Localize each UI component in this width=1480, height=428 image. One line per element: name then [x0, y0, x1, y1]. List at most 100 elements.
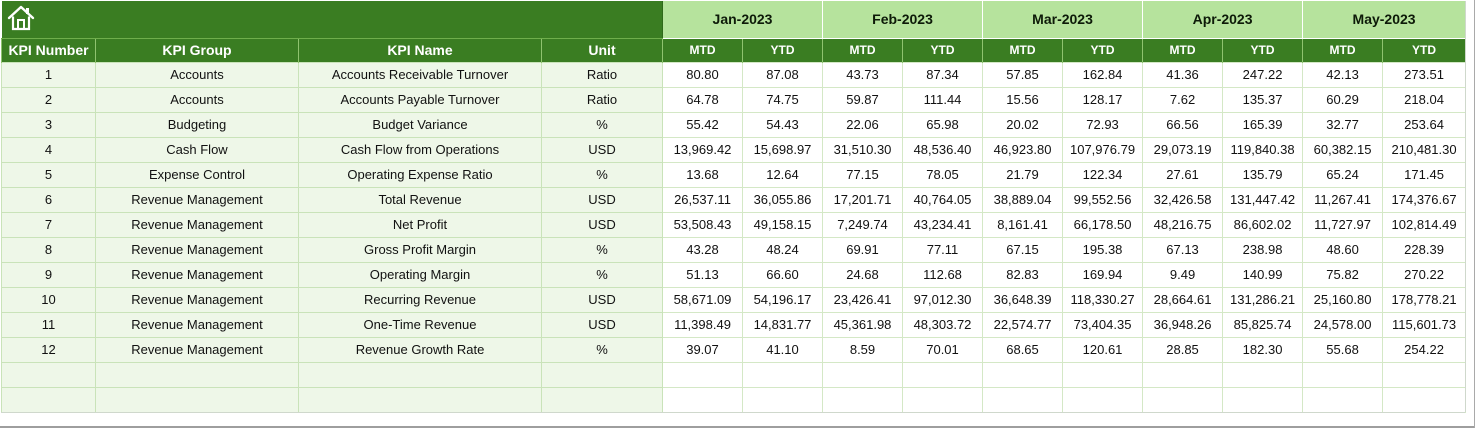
cell-mtd-value[interactable]: 20.02: [982, 111, 1064, 138]
cell-mtd-value[interactable]: 27.61: [1142, 161, 1224, 188]
cell-ytd-value[interactable]: 15,698.97: [742, 136, 823, 163]
cell-kpi-name[interactable]: Budget Variance: [298, 111, 542, 138]
cell-ytd-value[interactable]: 41.10: [742, 336, 823, 363]
cell-mtd-value[interactable]: 29,073.19: [1142, 136, 1224, 163]
cell-ytd-value[interactable]: 12.64: [742, 161, 823, 188]
cell-ytd-value[interactable]: 72.93: [1062, 111, 1144, 138]
cell-mtd-value[interactable]: 46,923.80: [982, 136, 1064, 163]
cell-unit[interactable]: USD: [541, 311, 663, 338]
cell-mtd-value[interactable]: 8.59: [822, 336, 903, 363]
cell-ytd-value[interactable]: 73,404.35: [1062, 311, 1144, 338]
cell-mtd-value[interactable]: 28.85: [1142, 336, 1224, 363]
cell-kpi-number[interactable]: 4: [1, 136, 96, 163]
empty-cell[interactable]: [541, 361, 663, 388]
cell-kpi-group[interactable]: Cash Flow: [95, 136, 299, 163]
empty-cell[interactable]: [1062, 386, 1144, 413]
cell-mtd-value[interactable]: 17,201.71: [822, 186, 903, 213]
cell-unit[interactable]: USD: [541, 136, 663, 163]
cell-kpi-group[interactable]: Revenue Management: [95, 286, 299, 313]
cell-mtd-value[interactable]: 48,216.75: [1142, 211, 1224, 238]
cell-ytd-value[interactable]: 162.84: [1062, 61, 1144, 88]
cell-kpi-name[interactable]: Cash Flow from Operations: [298, 136, 542, 163]
cell-kpi-group[interactable]: Revenue Management: [95, 186, 299, 213]
cell-mtd-value[interactable]: 65.24: [1302, 161, 1384, 188]
cell-mtd-value[interactable]: 60,382.15: [1302, 136, 1384, 163]
cell-kpi-name[interactable]: Operating Margin: [298, 261, 542, 288]
cell-mtd-value[interactable]: 64.78: [662, 86, 743, 113]
empty-cell[interactable]: [1222, 361, 1304, 388]
empty-cell[interactable]: [1302, 361, 1384, 388]
cell-mtd-value[interactable]: 11,267.41: [1302, 186, 1384, 213]
cell-mtd-value[interactable]: 8,161.41: [982, 211, 1064, 238]
cell-ytd-value[interactable]: 135.37: [1222, 86, 1304, 113]
cell-mtd-value[interactable]: 48.60: [1302, 236, 1384, 263]
empty-cell[interactable]: [1, 386, 96, 413]
header-mtd[interactable]: MTD: [982, 38, 1064, 62]
cell-kpi-group[interactable]: Revenue Management: [95, 261, 299, 288]
empty-cell[interactable]: [822, 361, 903, 388]
cell-kpi-name[interactable]: Accounts Payable Turnover: [298, 86, 542, 113]
cell-kpi-group[interactable]: Accounts: [95, 61, 299, 88]
empty-cell[interactable]: [1142, 361, 1224, 388]
empty-cell[interactable]: [742, 386, 823, 413]
cell-mtd-value[interactable]: 45,361.98: [822, 311, 903, 338]
cell-mtd-value[interactable]: 41.36: [1142, 61, 1224, 88]
cell-ytd-value[interactable]: 210,481.30: [1382, 136, 1467, 163]
cell-kpi-name[interactable]: Total Revenue: [298, 186, 542, 213]
cell-kpi-number[interactable]: 3: [1, 111, 96, 138]
cell-mtd-value[interactable]: 21.79: [982, 161, 1064, 188]
cell-ytd-value[interactable]: 99,552.56: [1062, 186, 1144, 213]
cell-mtd-value[interactable]: 60.29: [1302, 86, 1384, 113]
cell-mtd-value[interactable]: 42.13: [1302, 61, 1384, 88]
cell-mtd-value[interactable]: 75.82: [1302, 261, 1384, 288]
cell-kpi-number[interactable]: 11: [1, 311, 96, 338]
cell-mtd-value[interactable]: 77.15: [822, 161, 903, 188]
cell-ytd-value[interactable]: 77.11: [901, 236, 984, 263]
cell-ytd-value[interactable]: 66,178.50: [1062, 211, 1144, 238]
cell-ytd-value[interactable]: 87.34: [901, 61, 984, 88]
empty-cell[interactable]: [1, 361, 96, 388]
cell-mtd-value[interactable]: 22.06: [822, 111, 903, 138]
cell-ytd-value[interactable]: 131,447.42: [1222, 186, 1304, 213]
header-unit[interactable]: Unit: [541, 38, 663, 62]
cell-kpi-name[interactable]: Net Profit: [298, 211, 542, 238]
empty-cell[interactable]: [901, 386, 984, 413]
empty-cell[interactable]: [1142, 386, 1224, 413]
cell-mtd-value[interactable]: 11,398.49: [662, 311, 743, 338]
cell-ytd-value[interactable]: 48,536.40: [901, 136, 984, 163]
empty-cell[interactable]: [662, 361, 743, 388]
cell-ytd-value[interactable]: 40,764.05: [901, 186, 984, 213]
cell-ytd-value[interactable]: 182.30: [1222, 336, 1304, 363]
cell-mtd-value[interactable]: 67.15: [982, 236, 1064, 263]
cell-kpi-group[interactable]: Revenue Management: [95, 336, 299, 363]
cell-ytd-value[interactable]: 169.94: [1062, 261, 1144, 288]
header-kpi-group[interactable]: KPI Group: [95, 38, 299, 62]
home-icon[interactable]: [6, 3, 36, 33]
cell-ytd-value[interactable]: 65.98: [901, 111, 984, 138]
cell-mtd-value[interactable]: 69.91: [822, 236, 903, 263]
cell-ytd-value[interactable]: 48,303.72: [901, 311, 984, 338]
cell-ytd-value[interactable]: 218.04: [1382, 86, 1467, 113]
empty-cell[interactable]: [298, 386, 542, 413]
header-ytd[interactable]: YTD: [901, 38, 984, 62]
header-ytd[interactable]: YTD: [742, 38, 823, 62]
cell-ytd-value[interactable]: 54,196.17: [742, 286, 823, 313]
cell-ytd-value[interactable]: 36,055.86: [742, 186, 823, 213]
cell-unit[interactable]: %: [541, 161, 663, 188]
cell-ytd-value[interactable]: 112.68: [901, 261, 984, 288]
cell-kpi-name[interactable]: Revenue Growth Rate: [298, 336, 542, 363]
cell-mtd-value[interactable]: 43.28: [662, 236, 743, 263]
cell-mtd-value[interactable]: 68.65: [982, 336, 1064, 363]
cell-ytd-value[interactable]: 140.99: [1222, 261, 1304, 288]
cell-ytd-value[interactable]: 247.22: [1222, 61, 1304, 88]
cell-mtd-value[interactable]: 24,578.00: [1302, 311, 1384, 338]
cell-mtd-value[interactable]: 80.80: [662, 61, 743, 88]
cell-ytd-value[interactable]: 85,825.74: [1222, 311, 1304, 338]
cell-kpi-group[interactable]: Expense Control: [95, 161, 299, 188]
header-ytd[interactable]: YTD: [1222, 38, 1304, 62]
cell-ytd-value[interactable]: 115,601.73: [1382, 311, 1467, 338]
header-kpi-number[interactable]: KPI Number: [1, 38, 96, 62]
cell-kpi-number[interactable]: 1: [1, 61, 96, 88]
cell-ytd-value[interactable]: 122.34: [1062, 161, 1144, 188]
header-mtd[interactable]: MTD: [662, 38, 743, 62]
